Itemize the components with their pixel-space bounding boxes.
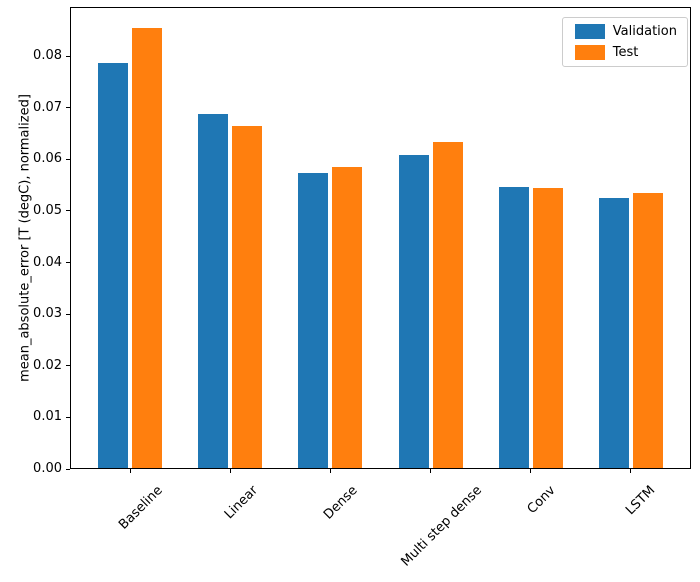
ytick-label-0.03: 0.03 xyxy=(33,306,62,322)
plot-area xyxy=(70,7,691,469)
ytick-mark xyxy=(66,365,70,367)
bar-test-linear xyxy=(232,126,263,468)
bar-validation-conv xyxy=(498,187,529,468)
ytick-mark xyxy=(66,158,70,160)
bar-validation-multi-step-dense xyxy=(398,155,429,468)
legend-label-validation: Validation xyxy=(612,24,677,39)
legend: Validation Test xyxy=(561,17,688,67)
ytick-label-0.00: 0.00 xyxy=(33,461,62,476)
bar-test-dense xyxy=(332,167,363,468)
ytick-mark xyxy=(66,262,70,264)
legend-label-test: Test xyxy=(612,45,639,60)
ytick-label-0.08: 0.08 xyxy=(33,48,62,64)
ytick-label-0.05: 0.05 xyxy=(33,202,62,218)
ytick-label-0.02: 0.02 xyxy=(33,357,62,373)
xtick-mark-dense xyxy=(329,469,331,473)
ytick-mark xyxy=(66,416,70,418)
xtick-mark-multi-step-dense xyxy=(430,469,432,473)
bar-validation-dense xyxy=(298,172,329,468)
ytick-mark xyxy=(66,313,70,315)
xtick-mark-linear xyxy=(229,469,231,473)
xtick-label-multi-step-dense: Multi step dense xyxy=(398,483,485,570)
bar-test-baseline xyxy=(132,28,163,468)
legend-item-test: Test xyxy=(574,45,677,60)
bar-test-lstm xyxy=(632,192,663,468)
ytick-label-0.06: 0.06 xyxy=(33,151,62,167)
bar-validation-lstm xyxy=(598,198,629,468)
ytick-mark xyxy=(66,55,70,57)
legend-swatch-test xyxy=(574,45,605,60)
xtick-mark-baseline xyxy=(129,469,131,473)
ytick-mark xyxy=(66,107,70,109)
xtick-label-lstm: LSTM xyxy=(623,483,659,519)
ytick-mark xyxy=(66,210,70,212)
ytick-mark xyxy=(66,468,70,470)
legend-swatch-validation xyxy=(574,24,605,39)
xtick-mark-conv xyxy=(530,469,532,473)
ytick-label-0.01: 0.01 xyxy=(33,409,62,425)
y-axis-label: mean_absolute_error [T (degC), normalize… xyxy=(17,94,33,382)
legend-item-validation: Validation xyxy=(574,24,677,39)
xtick-label-linear: Linear xyxy=(221,483,261,523)
bar-validation-linear xyxy=(198,113,229,468)
bar-test-multi-step-dense xyxy=(432,141,463,468)
xtick-label-baseline: Baseline xyxy=(116,483,166,533)
ytick-label-0.07: 0.07 xyxy=(33,99,62,115)
bar-validation-baseline xyxy=(98,62,129,468)
xtick-label-dense: Dense xyxy=(321,483,361,523)
xtick-mark-lstm xyxy=(630,469,632,473)
bar-test-conv xyxy=(532,188,563,468)
xtick-label-conv: Conv xyxy=(524,483,559,517)
ytick-label-0.04: 0.04 xyxy=(33,254,62,270)
